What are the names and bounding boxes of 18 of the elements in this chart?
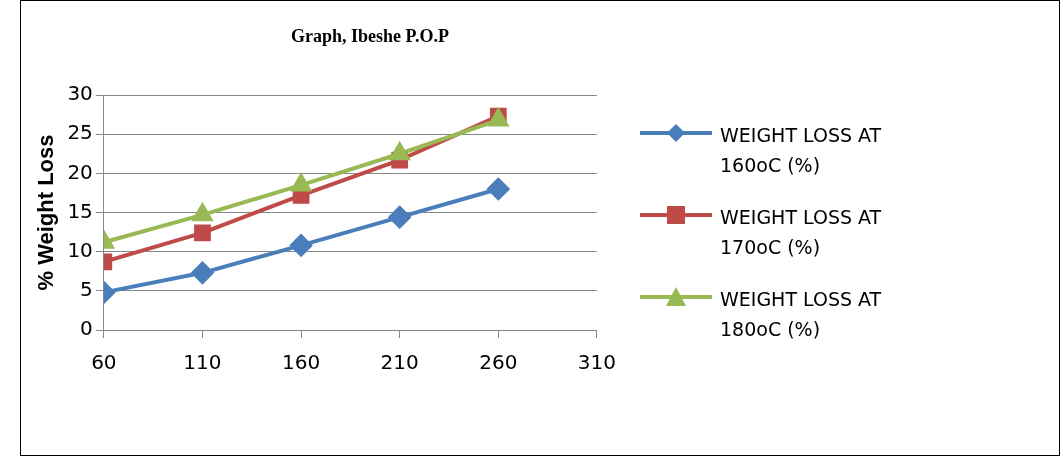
y-tick-label: 20: [67, 159, 93, 184]
x-tick-label: 310: [577, 350, 617, 375]
y-tick-label: 5: [80, 277, 93, 302]
chart-title: Graph, Ibeshe P.O.P: [290, 26, 450, 47]
y-tick-label: 25: [67, 120, 93, 145]
y-axis-title: % Weight Loss: [33, 134, 59, 291]
legend-label: WEIGHT LOSS AT 160oC (%): [720, 123, 883, 178]
y-tick-label: 30: [67, 81, 93, 106]
legend-label: WEIGHT LOSS AT 180oC (%): [720, 287, 883, 342]
x-tick-label: 260: [479, 350, 518, 375]
x-tick-label: 210: [380, 350, 419, 375]
x-tick-label: 110: [183, 350, 222, 375]
legend-label: WEIGHT LOSS AT 170oC (%): [720, 205, 883, 260]
y-tick-label: 0: [80, 316, 93, 341]
x-tick-label: 160: [281, 350, 321, 375]
y-tick-label: 10: [67, 237, 93, 262]
y-tick-label: 15: [67, 198, 93, 223]
x-tick-label: 60: [91, 350, 117, 375]
